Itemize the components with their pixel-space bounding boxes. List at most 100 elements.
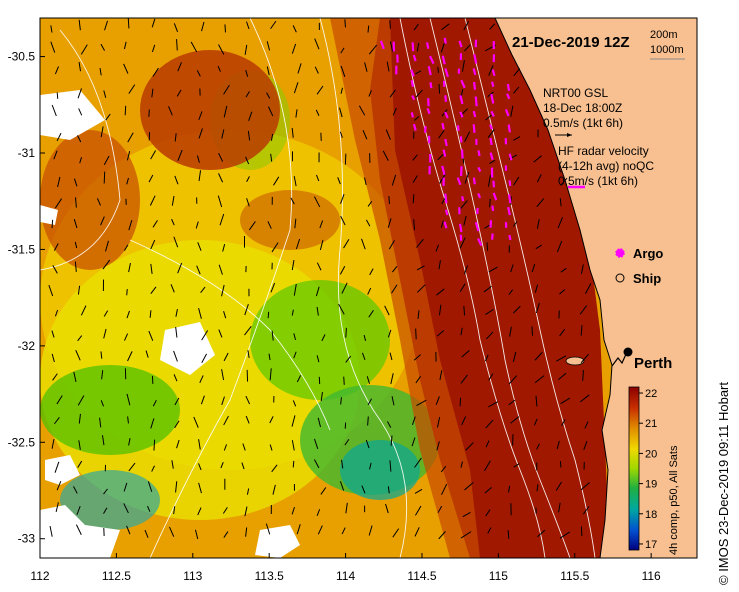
model-velocity-arrow: [582, 369, 584, 381]
model-velocity-arrow: [123, 63, 129, 74]
model-velocity-arrow: [389, 41, 394, 52]
model-velocity-arrow: [201, 353, 208, 363]
model-velocity-arrow: [128, 462, 136, 472]
model-velocity-arrow: [268, 106, 274, 117]
model-velocity-arrow: [75, 350, 81, 361]
model-velocity-arrow: [103, 90, 107, 98]
model-velocity-arrow: [531, 326, 534, 336]
model-velocity-arrow: [271, 242, 279, 253]
model-velocity-arrow: [55, 502, 59, 513]
model-velocity-arrow: [414, 527, 420, 537]
x-tick-label: 115.5: [560, 569, 589, 583]
model-velocity-arrow: [151, 88, 154, 98]
model-velocity-arrow: [223, 444, 228, 451]
model-velocity-arrow: [368, 525, 373, 536]
model-velocity-arrow: [52, 373, 58, 381]
model-velocity-arrow: [460, 531, 472, 539]
hf-radar-arrow: [477, 193, 481, 199]
model-velocity-arrow: [558, 372, 567, 381]
y-tick-label: -32.5: [8, 435, 36, 449]
model-velocity-arrow: [536, 484, 539, 492]
model-velocity-arrow: [319, 240, 324, 251]
model-velocity-arrow: [362, 130, 368, 140]
model-velocity-arrow: [51, 330, 55, 338]
radar-key-line1: HF radar velocity: [558, 144, 649, 158]
hf-radar-arrow: [459, 95, 464, 105]
model-velocity-arrow: [77, 88, 82, 99]
model-velocity-arrow: [367, 287, 372, 295]
model-velocity-arrow: [512, 305, 521, 314]
model-velocity-arrow: [387, 329, 392, 338]
model-velocity-arrow: [221, 396, 225, 406]
model-velocity-arrow: [103, 171, 106, 184]
contour-1000-label: 1000m: [650, 44, 684, 56]
model-velocity-arrow: [75, 197, 77, 208]
model-velocity-arrow: [488, 65, 494, 76]
model-velocity-arrow: [194, 529, 199, 540]
model-velocity-arrow: [99, 417, 102, 428]
model-velocity-arrow: [417, 284, 426, 293]
model-velocity-arrow: [271, 330, 274, 341]
model-velocity-arrow: [509, 326, 512, 337]
model-velocity-arrow: [507, 530, 510, 539]
colorbar-ticks: 22 21 20 19 18 17: [639, 388, 657, 551]
model-velocity-arrow: [198, 128, 203, 139]
model-velocity-arrow: [271, 464, 278, 473]
model-velocity-arrow: [313, 438, 319, 450]
model-velocity-arrow: [464, 44, 471, 52]
model-velocity-arrow: [149, 195, 156, 206]
model-velocity-arrow: [386, 61, 390, 72]
model-velocity-arrow: [126, 289, 128, 296]
model-velocity-arrow: [150, 286, 157, 294]
model-velocity-arrow: [292, 400, 297, 407]
model-velocity-arrow: [126, 151, 131, 161]
perth-road-icon: [611, 351, 628, 367]
model-velocity-arrow: [177, 62, 182, 72]
model-velocity-arrow: [128, 262, 131, 273]
model-velocity-arrow: [340, 47, 345, 54]
model-velocity-arrow: [291, 127, 294, 138]
hf-radar-arrow: [461, 196, 465, 202]
model-velocity-arrow: [147, 481, 153, 492]
hf-radar-arrow: [458, 223, 463, 233]
model-velocity-arrow: [580, 353, 589, 364]
hf-radar-arrow: [444, 95, 447, 102]
hf-radar-arrow: [412, 123, 417, 131]
model-velocity-arrow: [460, 461, 463, 468]
model-velocity-arrow: [391, 284, 398, 294]
model-velocity-arrow: [169, 526, 175, 537]
model-velocity-arrow: [559, 531, 571, 539]
model-velocity-arrow: [171, 195, 175, 206]
model-velocity-arrow: [557, 217, 564, 229]
model-velocity-arrow: [484, 486, 492, 494]
model-velocity-arrow: [291, 440, 295, 451]
y-axis: -30.5 -31 -31.5 -32 -32.5 -33: [8, 50, 45, 546]
model-velocity-arrow: [127, 416, 129, 424]
model-velocity-arrow: [223, 105, 228, 118]
model-velocity-arrow: [537, 529, 546, 538]
model-velocity-arrow: [196, 265, 201, 275]
model-velocity-arrow: [461, 416, 467, 426]
model-velocity-arrow: [103, 488, 108, 495]
hf-radar-arrow: [477, 166, 482, 172]
model-velocity-arrow: [340, 215, 346, 226]
model-velocity-arrow: [200, 286, 206, 294]
model-velocity-arrow: [390, 435, 393, 446]
model-velocity-arrow: [367, 398, 372, 405]
model-velocity-arrow: [579, 305, 588, 315]
model-velocity-arrow: [317, 525, 323, 535]
hf-radar-arrow: [425, 42, 430, 49]
model-velocity-arrow: [102, 259, 111, 270]
model-velocity-arrow: [585, 283, 592, 294]
model-velocity-arrow: [217, 195, 223, 208]
model-velocity-arrow: [316, 355, 320, 363]
model-velocity-arrow: [416, 42, 420, 52]
model-velocity-arrow: [368, 90, 372, 97]
model-velocity-arrow: [513, 68, 521, 77]
model-velocity-arrow: [512, 351, 517, 363]
model-velocity-arrow: [100, 351, 103, 359]
model-velocity-arrow: [339, 131, 343, 138]
model-velocity-arrow: [103, 155, 110, 166]
y-tick-label: -33: [18, 532, 36, 546]
model-velocity-arrow: [54, 309, 59, 317]
